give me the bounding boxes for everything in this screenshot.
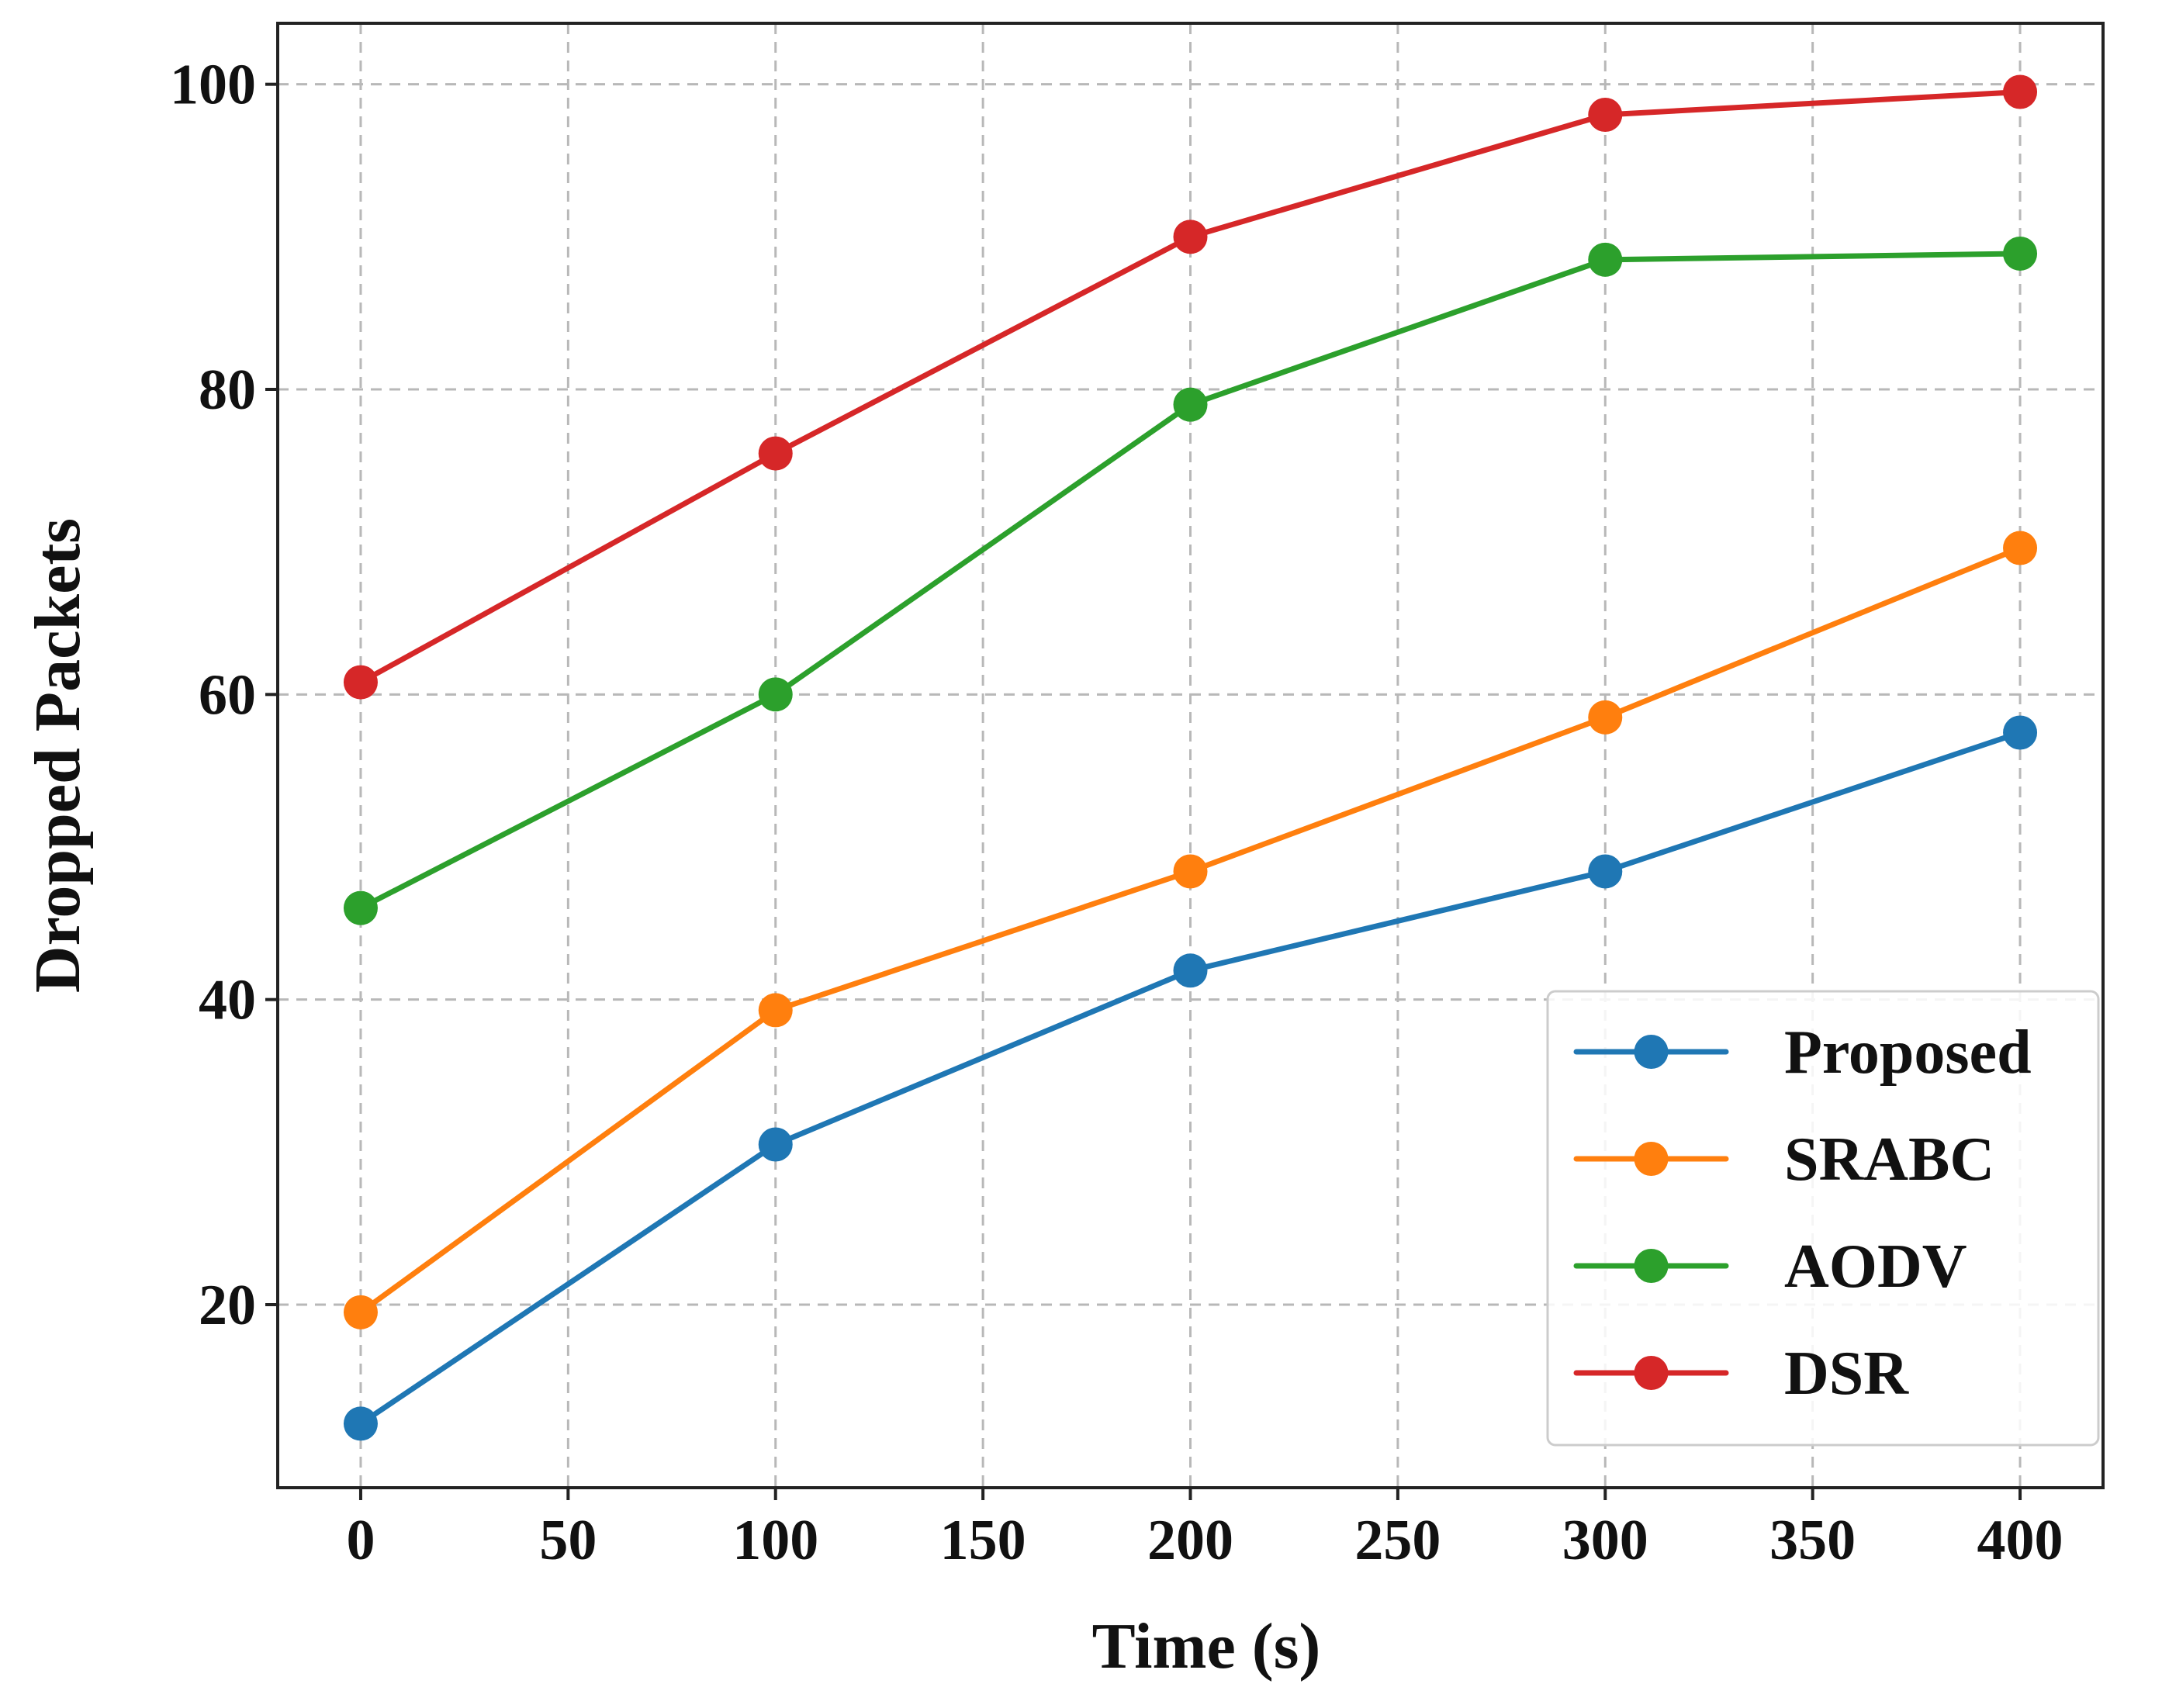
legend-entry-dsr: DSR [1573, 1340, 1909, 1408]
x-tick-label: 0 [346, 1509, 375, 1572]
x-axis-ticks: 0 50 100 150 200 250 300 350 400 [346, 1488, 2063, 1572]
legend-marker [1634, 1356, 1669, 1390]
data-point-aodv [2003, 236, 2038, 271]
data-point-aodv [1588, 242, 1623, 277]
data-point-srabc [1588, 700, 1623, 735]
legend-entry-proposed: Proposed [1573, 1018, 2032, 1087]
data-point-dsr [2003, 74, 2038, 109]
legend-entry-srabc: SRABC [1573, 1125, 1994, 1194]
series-proposed [343, 715, 2038, 1441]
data-point-proposed [1173, 953, 1208, 988]
series-aodv [343, 236, 2038, 925]
data-point-proposed [1588, 854, 1623, 889]
data-point-dsr [343, 665, 378, 700]
x-tick-label: 50 [539, 1509, 597, 1572]
data-point-aodv [1173, 387, 1208, 422]
y-tick-label: 60 [199, 663, 256, 727]
data-point-aodv [758, 677, 793, 712]
legend-marker [1634, 1249, 1669, 1283]
legend-marker [1634, 1142, 1669, 1176]
y-tick-label: 20 [199, 1274, 256, 1337]
data-point-aodv [343, 890, 378, 925]
x-tick-label: 150 [940, 1509, 1026, 1572]
data-point-proposed [2003, 715, 2038, 750]
x-tick-label: 300 [1562, 1509, 1648, 1572]
data-point-dsr [758, 436, 793, 471]
y-axis-ticks: 20 40 60 80 100 [170, 54, 278, 1337]
x-tick-label: 250 [1354, 1509, 1441, 1572]
data-point-srabc [343, 1295, 378, 1329]
legend-entry-aodv: AODV [1573, 1233, 1967, 1301]
data-point-proposed [758, 1127, 793, 1162]
data-point-dsr [1588, 98, 1623, 132]
legend-label: AODV [1784, 1233, 1967, 1301]
data-point-srabc [2003, 531, 2038, 565]
y-tick-label: 80 [199, 358, 256, 422]
data-point-srabc [758, 993, 793, 1028]
x-tick-label: 200 [1147, 1509, 1233, 1572]
y-axis-title: Dropped Packets [22, 518, 94, 993]
x-tick-label: 350 [1769, 1509, 1856, 1572]
x-axis-title: Time (s) [1092, 1610, 1321, 1682]
y-tick-label: 100 [170, 54, 256, 117]
data-point-srabc [1173, 854, 1208, 889]
legend-label: DSR [1784, 1340, 1909, 1408]
x-tick-label: 100 [732, 1509, 818, 1572]
legend-label: SRABC [1784, 1125, 1994, 1194]
data-series [343, 74, 2038, 1441]
x-tick-label: 400 [1977, 1509, 2063, 1572]
series-dsr [343, 74, 2038, 700]
legend-marker [1634, 1035, 1669, 1069]
y-tick-label: 40 [199, 969, 256, 1032]
data-point-dsr [1173, 220, 1208, 254]
legend: Proposed SRABC AODV DSR [1546, 990, 2100, 1447]
legend-frame [1546, 990, 2100, 1447]
series-srabc [343, 531, 2038, 1329]
data-point-proposed [343, 1406, 378, 1441]
legend-label: Proposed [1784, 1018, 2032, 1087]
